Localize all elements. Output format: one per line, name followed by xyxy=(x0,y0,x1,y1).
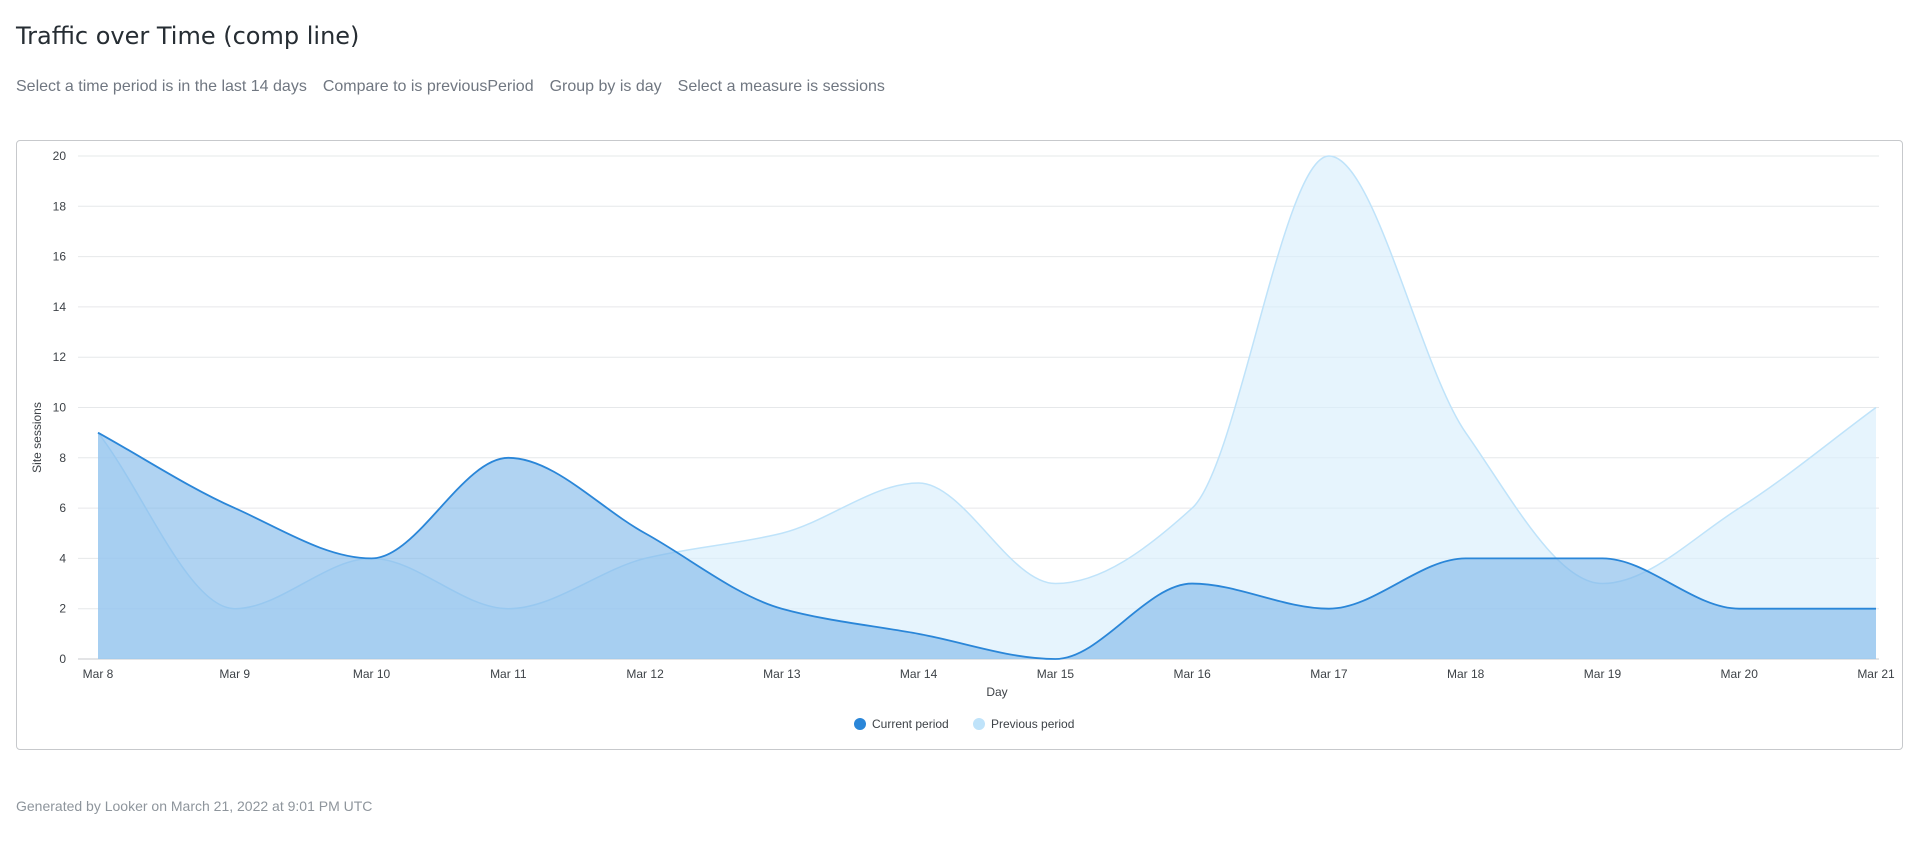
series-areas xyxy=(97,155,1877,660)
x-tick-label: Mar 18 xyxy=(1447,667,1485,681)
y-tick-label: 0 xyxy=(59,652,66,666)
legend-label-current-period[interactable]: Current period xyxy=(872,717,949,731)
filter-measure[interactable]: Select a measure is sessions xyxy=(677,78,885,95)
x-tick-label: Mar 10 xyxy=(353,667,391,681)
y-tick-label: 6 xyxy=(59,501,66,515)
x-tick-label: Mar 14 xyxy=(900,667,938,681)
y-tick-label: 18 xyxy=(53,199,67,213)
x-tick-label: Mar 19 xyxy=(1584,667,1622,681)
y-axis-ticks: 0 2 4 6 8 10 12 14 16 18 20 xyxy=(53,149,67,666)
page-title: Traffic over Time (comp line) xyxy=(16,22,360,50)
chart-legend: Current period Previous period xyxy=(854,717,1074,731)
legend-swatch-previous-period[interactable] xyxy=(973,718,985,730)
y-tick-label: 10 xyxy=(53,401,67,415)
y-tick-label: 20 xyxy=(53,149,67,163)
legend-swatch-current-period[interactable] xyxy=(854,718,866,730)
y-tick-label: 14 xyxy=(53,300,67,314)
y-tick-label: 2 xyxy=(59,602,66,616)
filter-compare-to[interactable]: Compare to is previousPeriod xyxy=(322,78,534,95)
x-tick-label: Mar 11 xyxy=(490,667,527,681)
filter-time-period[interactable]: Select a time period is in the last 14 d… xyxy=(16,78,307,95)
x-tick-label: Mar 12 xyxy=(626,667,664,681)
x-tick-label: Mar 17 xyxy=(1310,667,1348,681)
current-period-line xyxy=(97,431,1876,660)
x-tick-label: Mar 20 xyxy=(1721,667,1759,681)
x-tick-label: Mar 13 xyxy=(763,667,801,681)
y-tick-label: 4 xyxy=(59,551,66,565)
y-tick-label: 12 xyxy=(53,350,67,364)
x-axis-title: Day xyxy=(986,685,1007,699)
current-period-area xyxy=(98,432,1876,659)
x-tick-label: Mar 15 xyxy=(1037,667,1075,681)
previous-period-area xyxy=(98,156,1876,659)
x-axis-ticks: Mar 8 Mar 9 Mar 10 Mar 11 Mar 12 Mar 13 Mar 14… xyxy=(83,667,1895,681)
filter-group-by[interactable]: Group by is day xyxy=(549,78,662,95)
y-tick-label: 16 xyxy=(53,250,67,264)
y-tick-label: 8 xyxy=(59,451,66,465)
legend-label-previous-period[interactable]: Previous period xyxy=(991,717,1074,731)
chart-card: 0 2 4 6 8 10 12 14 16 18 20 Mar 8 Mar 9 Mar 10 Mar 11… xyxy=(16,140,1903,750)
generated-footer: Generated by Looker on March 21, 2022 at… xyxy=(16,798,373,814)
traffic-chart: 0 2 4 6 8 10 12 14 16 18 20 Mar 8 Mar 9 Mar 10 Mar 11… xyxy=(30,149,1895,731)
y-axis-title: Site sessions xyxy=(30,402,44,473)
x-tick-label: Mar 9 xyxy=(219,667,250,681)
x-tick-label: Mar 8 xyxy=(83,667,114,681)
x-tick-label: Mar 21 xyxy=(1857,667,1895,681)
filter-bar: Select a time period is in the last 14 d… xyxy=(16,78,885,96)
x-tick-label: Mar 16 xyxy=(1173,667,1211,681)
